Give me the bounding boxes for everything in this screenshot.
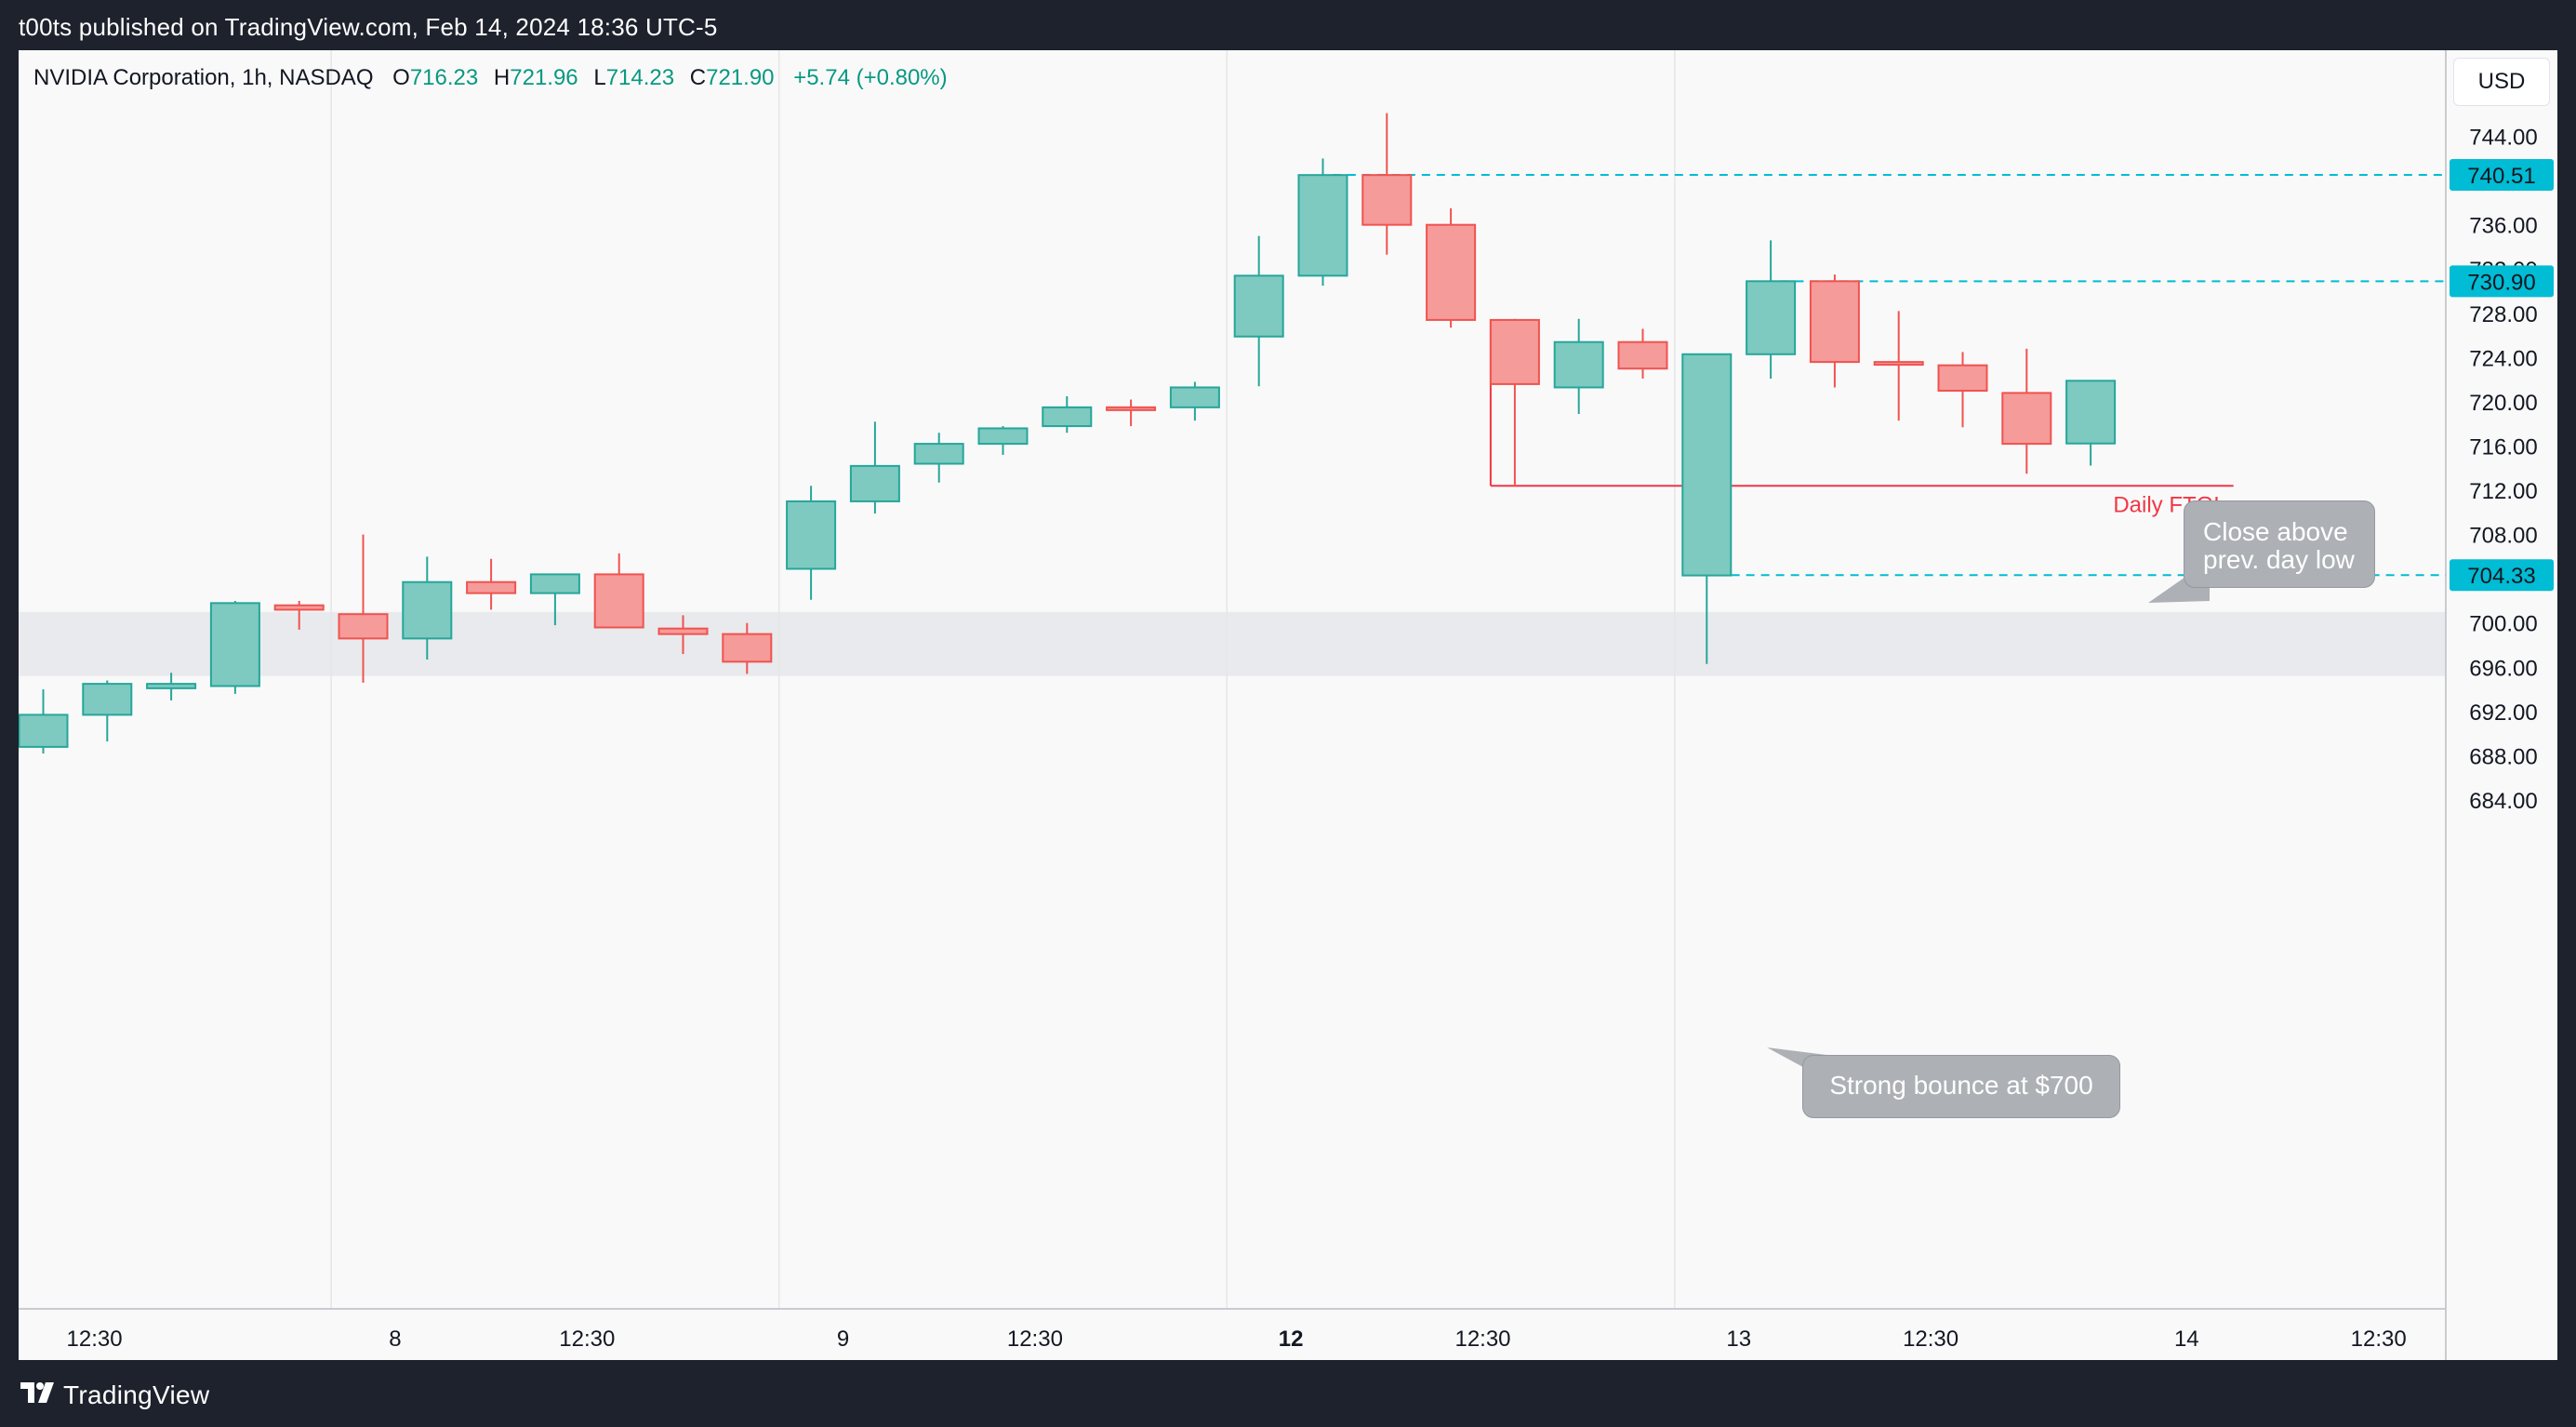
chart-canvas[interactable]: 748.00744.00740.00736.00732.00728.00724.… [19, 50, 2557, 1360]
candle-body[interactable] [402, 580, 453, 640]
legend-symbol: NVIDIA Corporation, 1h, NASDAQ [33, 65, 374, 90]
y-tick-label: 716.00 [2469, 434, 2537, 460]
candle-body[interactable] [2001, 392, 2052, 446]
legend-high-label: H [493, 65, 511, 90]
candle-body[interactable] [1297, 174, 1348, 277]
x-tick-label: 12:30 [1007, 1327, 1063, 1352]
legend-low: 714.23 [605, 65, 675, 90]
close-above-callout: Close above prev. day low [2184, 500, 2375, 588]
y-tick-label: 728.00 [2469, 302, 2537, 327]
y-tick-label: 724.00 [2469, 346, 2537, 371]
y-tick-label: 700.00 [2469, 612, 2537, 637]
candle-body[interactable] [1169, 386, 1220, 408]
legend-high: 721.96 [510, 65, 578, 90]
y-tick-label: 696.00 [2469, 656, 2537, 681]
x-tick-label: 12:30 [67, 1327, 123, 1352]
candle-body[interactable] [1809, 280, 1860, 364]
publish-info: t00ts published on TradingView.com, Feb … [19, 13, 718, 41]
level-tag-label: 704.33 [2467, 564, 2535, 589]
candle-body[interactable] [273, 604, 325, 611]
candle-body[interactable] [1361, 174, 1413, 226]
footer: TradingView [0, 1360, 2576, 1427]
close-above-line2: prev. day low [2203, 545, 2355, 574]
legend-open-label: O [392, 65, 410, 90]
candle-body[interactable] [19, 714, 69, 748]
strong-bounce-callout: Strong bounce at $700 [1802, 1055, 2120, 1118]
candle-body[interactable] [657, 627, 709, 635]
candle-body[interactable] [82, 683, 133, 716]
candle-body[interactable] [977, 427, 1029, 446]
candle-body[interactable] [1553, 340, 1604, 389]
candle-body[interactable] [913, 443, 964, 465]
candle-body[interactable] [1681, 353, 1733, 577]
legend-close: 721.90 [706, 65, 775, 90]
candle-body[interactable] [1106, 406, 1157, 411]
candle-body[interactable] [338, 613, 389, 640]
x-tick-label: 12 [1279, 1327, 1304, 1352]
candle-body[interactable] [1873, 361, 1924, 367]
candle-body[interactable] [529, 573, 580, 594]
candle-body[interactable] [1489, 318, 1540, 385]
level-tag [2450, 159, 2554, 192]
currency-button[interactable]: USD [2453, 58, 2550, 106]
top-bar: t00ts published on TradingView.com, Feb … [0, 0, 2576, 50]
y-tick-label: 720.00 [2469, 391, 2537, 416]
y-tick-label: 744.00 [2469, 126, 2537, 151]
candle-body[interactable] [1746, 280, 1797, 355]
candle-body[interactable] [1042, 406, 1093, 428]
candle-body[interactable] [1937, 364, 1988, 393]
legend-open: 716.23 [409, 65, 479, 90]
legend-close-label: C [689, 65, 707, 90]
chart-panel[interactable]: 748.00744.00740.00736.00732.00728.00724.… [19, 50, 2557, 1360]
strong-bounce-text: Strong bounce at $700 [1829, 1071, 2093, 1100]
candle-body[interactable] [146, 683, 197, 689]
tradingview-logo-icon [20, 1382, 54, 1403]
candle-body[interactable] [849, 464, 900, 502]
y-tick-label: 708.00 [2469, 524, 2537, 549]
y-tick-label: 684.00 [2469, 789, 2537, 814]
candle-body[interactable] [466, 580, 517, 594]
tradingview-brand: TradingView [63, 1380, 210, 1409]
x-tick-label: 9 [837, 1327, 849, 1352]
close-above-line1: Close above [2203, 517, 2348, 546]
x-tick-label: 14 [2174, 1327, 2199, 1352]
y-tick-label: 692.00 [2469, 700, 2537, 726]
y-tick-label: 712.00 [2469, 479, 2537, 504]
legend-low-label: L [593, 65, 606, 90]
level-tag-label: 730.90 [2467, 270, 2535, 295]
legend-change: +5.74 (+0.80%) [793, 65, 948, 90]
x-tick-label: 12:30 [2351, 1327, 2407, 1352]
candle-body[interactable] [1426, 223, 1477, 321]
candle-body[interactable] [1233, 274, 1284, 338]
level-tag-label: 740.51 [2467, 164, 2535, 189]
candle-body[interactable] [209, 602, 260, 687]
candle-body[interactable] [593, 573, 644, 629]
level-tag [2450, 559, 2554, 592]
candle-body[interactable] [1617, 340, 1668, 370]
x-tick-label: 12:30 [559, 1327, 615, 1352]
candle-body[interactable] [722, 633, 773, 663]
candle-body[interactable] [786, 500, 837, 570]
x-tick-label: 8 [389, 1327, 401, 1352]
x-tick-label: 12:30 [1903, 1327, 1959, 1352]
x-tick-label: 12:30 [1454, 1327, 1510, 1352]
level-tag [2450, 265, 2554, 298]
y-tick-label: 736.00 [2469, 214, 2537, 239]
symbol-legend: NVIDIA Corporation, 1h, NASDAQ O716.23 H… [33, 65, 948, 91]
candle-body[interactable] [2065, 380, 2117, 445]
y-tick-label: 688.00 [2469, 744, 2537, 769]
x-tick-label: 13 [1726, 1327, 1751, 1352]
